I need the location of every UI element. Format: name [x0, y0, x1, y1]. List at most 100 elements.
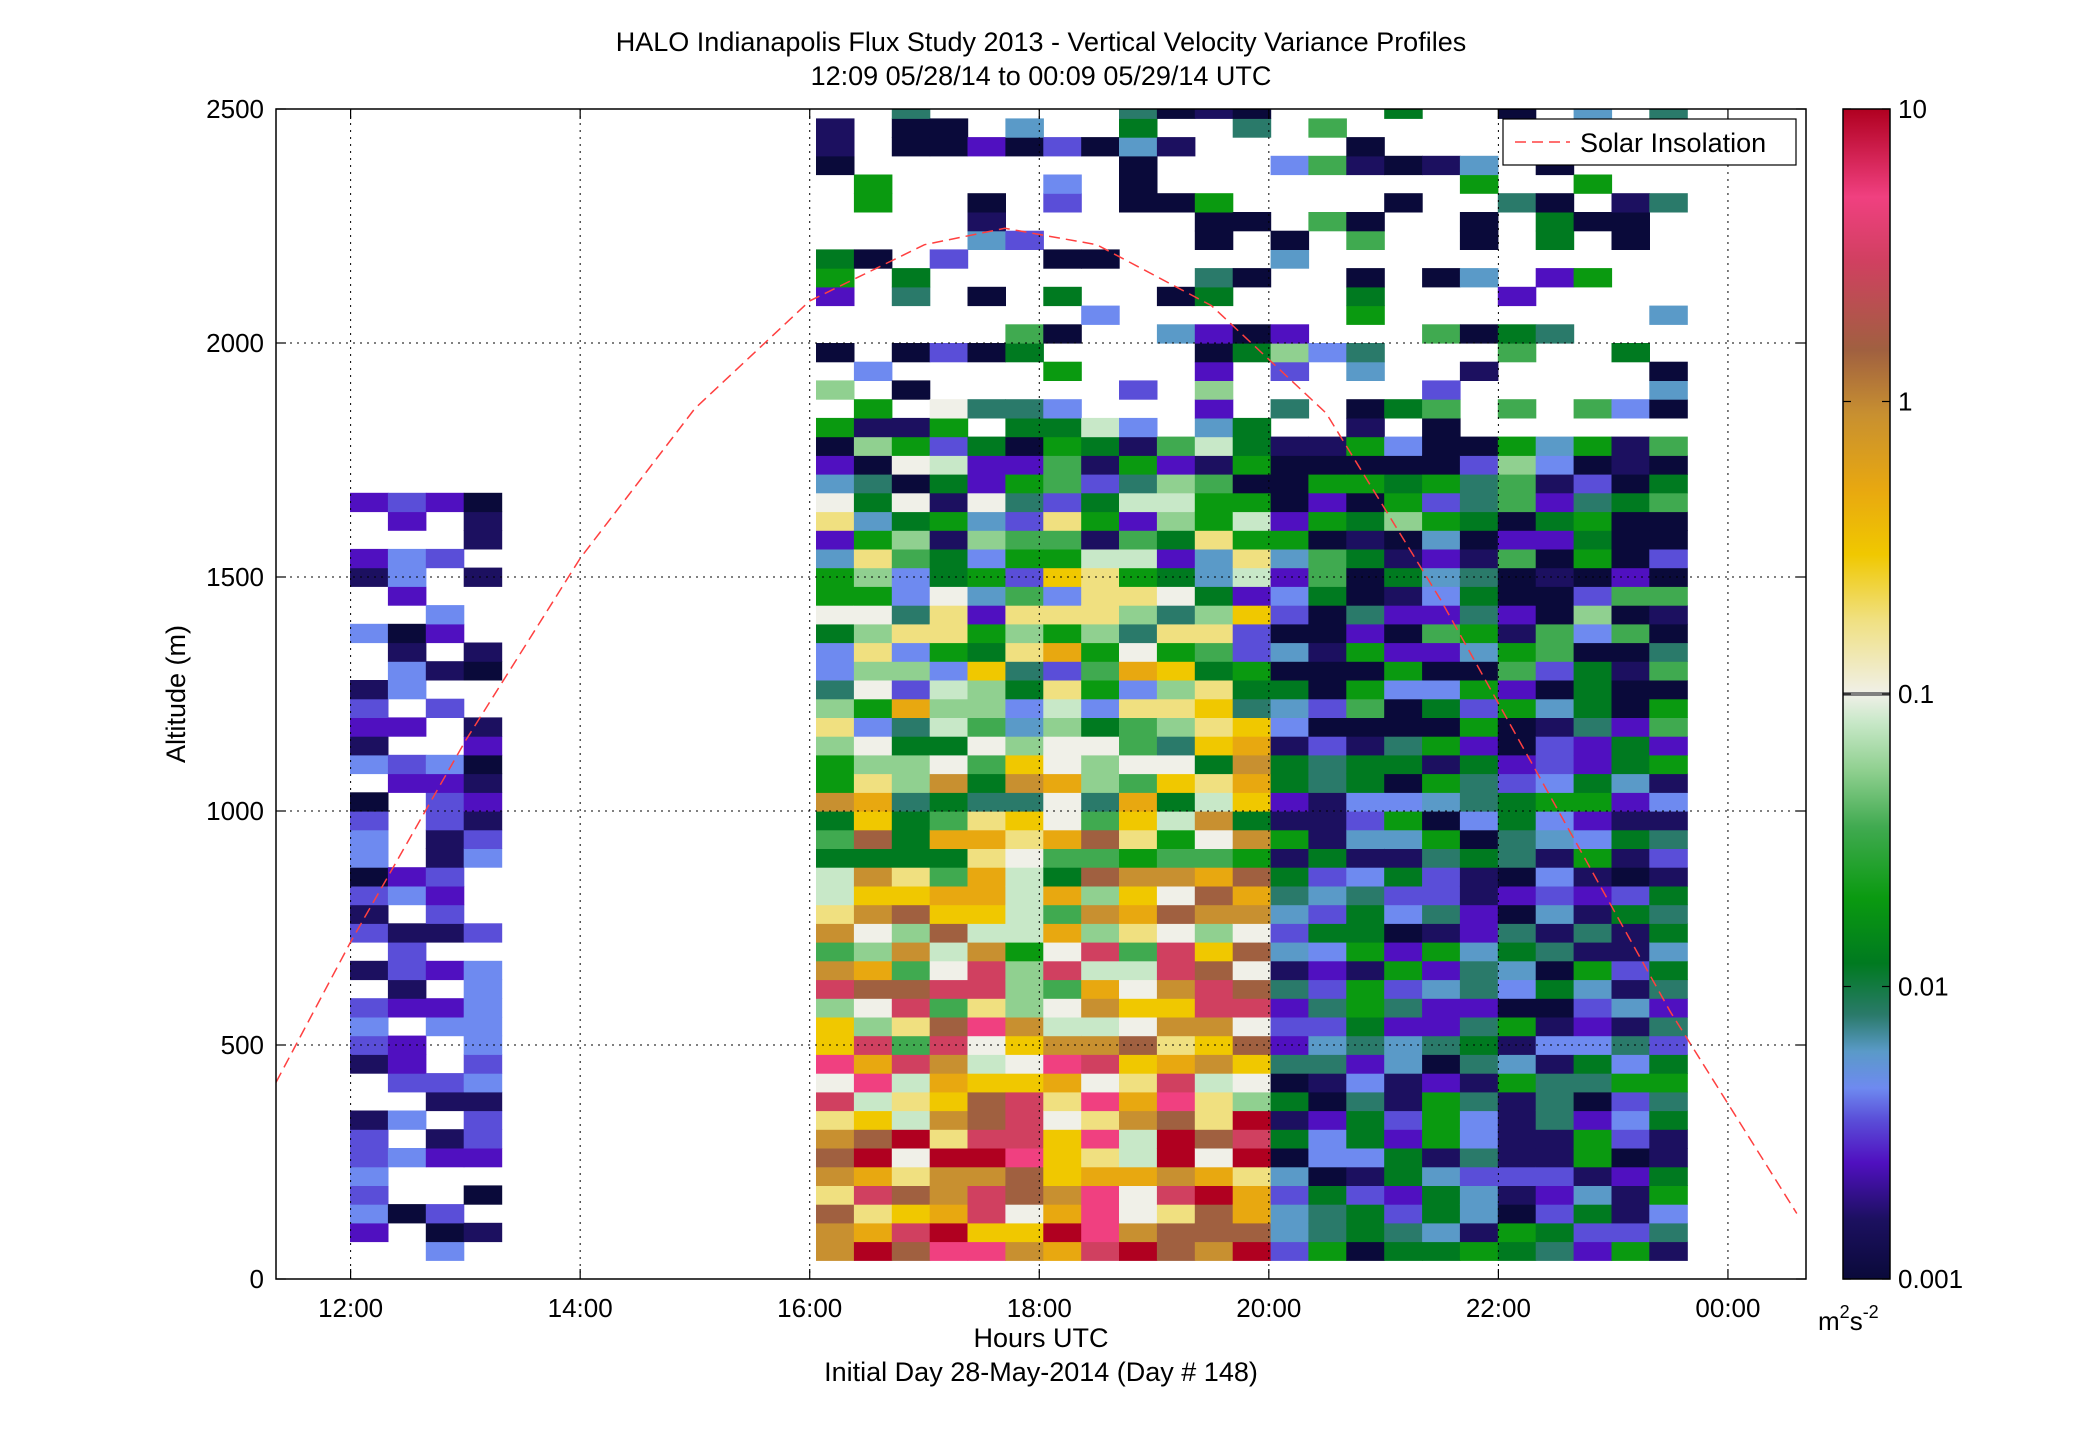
heatmap-cell	[1043, 174, 1082, 194]
heatmap-cell	[1308, 118, 1347, 138]
heatmap-cell	[1422, 1166, 1461, 1186]
heatmap-cell	[1005, 1222, 1044, 1243]
heatmap-cell	[1346, 642, 1385, 662]
heatmap-cell	[1422, 548, 1461, 569]
heatmap-cell	[350, 623, 389, 644]
heatmap-cell	[1081, 923, 1120, 943]
heatmap-cell	[1043, 474, 1082, 494]
heatmap-cell	[1649, 754, 1688, 775]
heatmap-cell	[1611, 193, 1650, 213]
x-tick-label: 12:00	[318, 1293, 383, 1323]
heatmap-cell	[1119, 109, 1158, 119]
heatmap-cell	[1194, 942, 1234, 962]
heatmap-cell	[1119, 1166, 1158, 1186]
heatmap-cell	[1649, 736, 1688, 756]
heatmap-cell	[1005, 1148, 1044, 1168]
heatmap-cell	[816, 1166, 855, 1186]
heatmap-cell	[1497, 109, 1537, 119]
heatmap-cell	[1459, 867, 1499, 887]
heatmap-cell	[350, 923, 389, 943]
heatmap-cell	[425, 1222, 465, 1243]
heatmap-cell	[387, 511, 427, 531]
heatmap-cell	[1119, 417, 1158, 438]
heatmap-cell	[1384, 1129, 1423, 1149]
heatmap-cell	[1005, 680, 1044, 700]
heatmap-cell	[1611, 1110, 1650, 1130]
heatmap-cell	[1156, 717, 1196, 737]
heatmap-cell	[1308, 867, 1347, 887]
heatmap-cell	[1043, 605, 1082, 625]
heatmap-cell	[1119, 904, 1158, 924]
heatmap-cell	[1270, 885, 1310, 906]
heatmap-cell	[1346, 904, 1385, 924]
y-tick-label: 1500	[206, 562, 264, 592]
heatmap-cell	[1156, 1148, 1196, 1168]
heatmap-cell	[853, 642, 893, 662]
heatmap-cell	[929, 754, 969, 775]
heatmap-cell	[1649, 1148, 1688, 1168]
heatmap-cell	[1119, 923, 1158, 943]
heatmap-cell	[1232, 567, 1272, 587]
heatmap-cell	[425, 605, 465, 625]
heatmap-cell	[1308, 661, 1347, 681]
heatmap-cell	[1346, 885, 1385, 906]
heatmap-cell	[1308, 998, 1347, 1018]
solar-insolation-line	[276, 227, 1798, 1214]
heatmap-cell	[1611, 1204, 1650, 1224]
heatmap-cell	[1384, 642, 1423, 662]
heatmap-cell	[1156, 811, 1196, 831]
heatmap-cell	[1346, 717, 1385, 737]
heatmap-cell	[853, 773, 893, 793]
heatmap-cell	[1346, 548, 1385, 569]
heatmap-cell	[816, 567, 855, 587]
heatmap-cell	[463, 792, 503, 812]
heatmap-cell	[1270, 455, 1310, 475]
heatmap-cell	[1535, 736, 1575, 756]
heatmap-cell	[1308, 492, 1347, 513]
heatmap-cell	[929, 623, 969, 644]
heatmap-cell	[891, 1016, 931, 1037]
heatmap-cell	[967, 773, 1006, 793]
heatmap-cell	[1497, 586, 1537, 606]
heatmap-cell	[1005, 717, 1044, 737]
heatmap-cell	[929, 904, 969, 924]
heatmap-cell	[1081, 1129, 1120, 1149]
heatmap-cell	[1081, 773, 1120, 793]
heatmap-cell	[1497, 661, 1537, 681]
heatmap-cell	[1119, 474, 1158, 494]
heatmap-cell	[1459, 155, 1499, 176]
heatmap-cell	[1156, 193, 1196, 213]
heatmap-cell	[929, 1148, 969, 1168]
heatmap-cell	[1005, 736, 1044, 756]
heatmap-cell	[816, 343, 855, 363]
heatmap-cell	[350, 1110, 389, 1130]
heatmap-cell	[929, 1110, 969, 1130]
heatmap-cell	[891, 455, 931, 475]
heatmap-cell	[967, 642, 1006, 662]
heatmap-cell	[1346, 923, 1385, 943]
heatmap-cell	[816, 1035, 855, 1055]
heatmap-cell	[1081, 1035, 1120, 1055]
heatmap-cell	[1232, 548, 1272, 569]
heatmap-cell	[1459, 324, 1499, 344]
heatmap-cell	[1194, 979, 1234, 999]
heatmap-cell	[891, 979, 931, 999]
heatmap-cell	[891, 286, 931, 307]
heatmap-cell	[350, 1185, 389, 1205]
heatmap-cell	[967, 979, 1006, 999]
heatmap-cell	[891, 1166, 931, 1186]
heatmap-cell	[1119, 1110, 1158, 1130]
heatmap-cell	[1005, 1016, 1044, 1037]
heatmap-cell	[1535, 923, 1575, 943]
heatmap-cell	[425, 1204, 465, 1224]
heatmap-cell	[1270, 324, 1310, 344]
heatmap-cell	[1308, 1148, 1347, 1168]
heatmap-cell	[1194, 923, 1234, 943]
heatmap-cell	[1270, 530, 1310, 550]
heatmap-cell	[1270, 717, 1310, 737]
heatmap-cell	[1232, 811, 1272, 831]
heatmap-cell	[1270, 1185, 1310, 1205]
heatmap-cell	[1422, 736, 1461, 756]
heatmap-cell	[1384, 548, 1423, 569]
heatmap-cell	[1649, 623, 1688, 644]
